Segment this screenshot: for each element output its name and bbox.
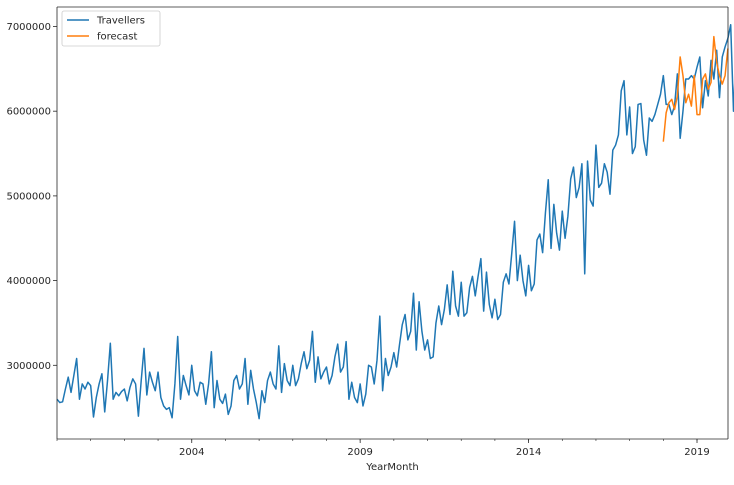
series-line-forecast (662, 35, 729, 142)
axes-layer (56, 6, 729, 440)
series-line-travellers (56, 24, 734, 420)
series-layer (56, 24, 734, 420)
x-tick-label: 2004 (179, 447, 204, 458)
legend-label-forecast: forecast (97, 32, 138, 43)
y-tick-label: 7000000 (6, 22, 51, 33)
y-tick-label: 3000000 (6, 361, 51, 372)
x-axis-label: YearMonth (365, 462, 419, 473)
y-tick-label: 5000000 (6, 191, 51, 202)
legend: Travellers forecast (61, 10, 161, 47)
x-tick-label: 2014 (516, 447, 541, 458)
x-tick-label: 2009 (347, 447, 372, 458)
y-tick-label: 4000000 (6, 276, 51, 287)
x-tick-label: 2019 (684, 447, 709, 458)
y-tick-label: 6000000 (6, 107, 51, 118)
ticks-layer: 3000000 4000000 5000000 6000000 7000000 2004 2… (6, 22, 709, 458)
legend-label-travellers: Travellers (96, 16, 145, 27)
